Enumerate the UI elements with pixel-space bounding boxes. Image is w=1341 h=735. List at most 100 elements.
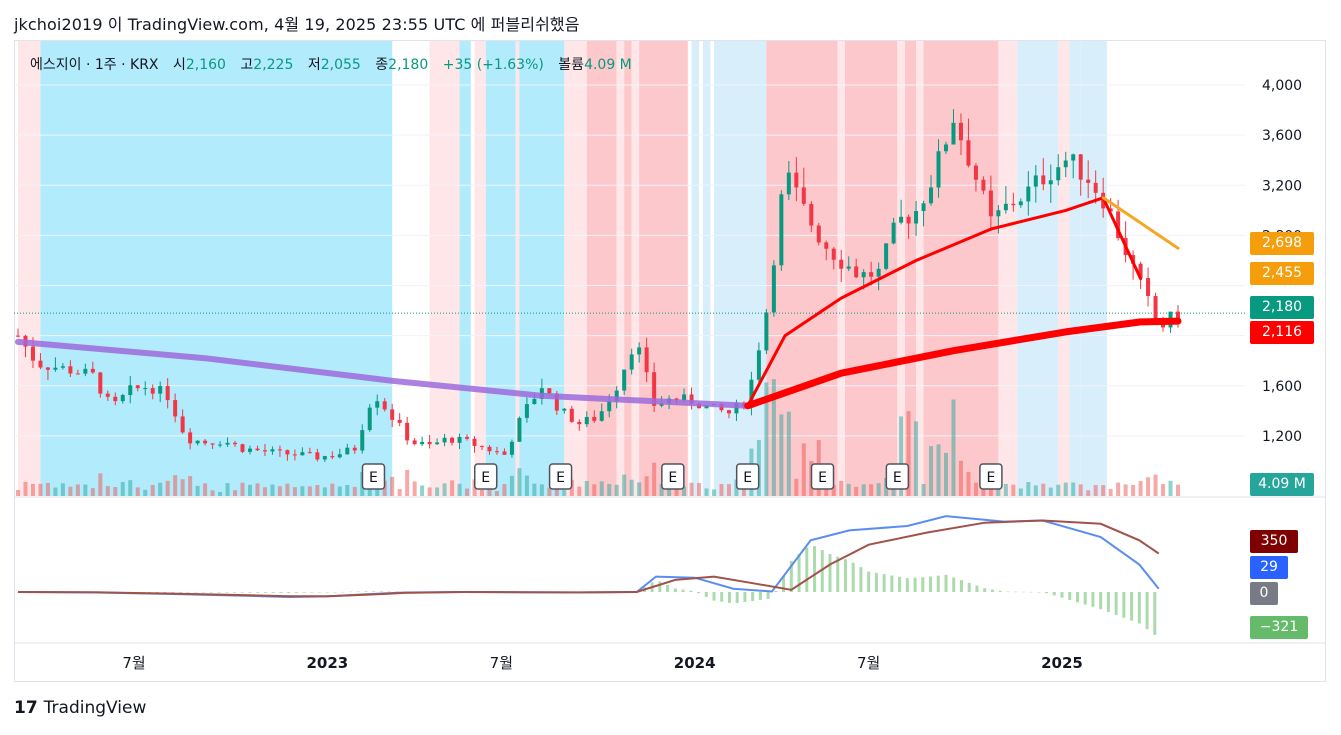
- macd-histogram-bar: [1060, 592, 1064, 598]
- macd-histogram-bar: [302, 592, 306, 593]
- candle-body: [330, 456, 335, 458]
- candle-body: [382, 401, 387, 410]
- volume-bar: [412, 481, 417, 496]
- candle-body: [629, 354, 634, 370]
- macd-histogram-bar: [743, 592, 747, 602]
- candle-body: [270, 449, 275, 452]
- volume-bar: [382, 480, 387, 496]
- candle-body: [749, 379, 754, 407]
- volume-value: 4.09 M: [584, 57, 632, 73]
- candle-body: [450, 437, 455, 443]
- candle-body: [233, 442, 238, 445]
- macd-histogram-bar: [921, 577, 925, 592]
- macd-histogram-bar: [913, 577, 917, 592]
- symbol-name: 에스지이 · 1주 · KRX: [30, 57, 159, 73]
- session-band-16: [714, 41, 767, 496]
- volume-bar: [629, 479, 634, 496]
- candle-body: [652, 372, 657, 406]
- volume-bar: [300, 486, 305, 496]
- macd-histogram-bar: [843, 559, 847, 592]
- volume-bar: [562, 490, 567, 496]
- candle-body: [1033, 175, 1038, 187]
- volume-bar: [1026, 482, 1031, 496]
- macd-histogram-bar: [387, 591, 391, 592]
- macd-histogram-bar: [1137, 592, 1141, 624]
- tradingview-brand: TradingView: [43, 698, 147, 718]
- tradingview-logo[interactable]: 17 TradingView: [14, 698, 146, 718]
- candle-body: [367, 407, 372, 431]
- candle-body: [854, 266, 859, 278]
- session-band-25: [1017, 41, 1059, 496]
- volume-bar: [420, 485, 425, 496]
- volume-bar: [240, 482, 245, 496]
- volume-bar: [644, 476, 649, 496]
- volume-bar: [712, 489, 716, 496]
- candle-body: [779, 194, 784, 266]
- volume-bar: [674, 489, 679, 496]
- price-tick: 1,600: [1262, 379, 1302, 395]
- session-band-8: [564, 41, 587, 496]
- publish-header: jkchoi2019 이 TradingView.com, 4월 19, 202…: [14, 15, 580, 34]
- candle-body: [906, 216, 911, 224]
- earnings-marker-label: E: [369, 470, 378, 486]
- candle-body: [412, 440, 417, 445]
- candle-body: [936, 151, 941, 188]
- volume-bar: [659, 484, 664, 496]
- time-tick: 7월: [122, 654, 145, 672]
- candle-body: [944, 144, 948, 152]
- session-band-12: [631, 41, 640, 496]
- tradingview-logo-icon: 17: [14, 698, 38, 718]
- volume-bar: [532, 483, 537, 496]
- candle-body: [637, 347, 642, 355]
- macd-histogram-bar: [1021, 591, 1025, 593]
- macd-histogram-bar: [209, 592, 213, 593]
- candle-body: [300, 452, 305, 456]
- candle-body: [921, 203, 926, 211]
- candle-body: [262, 450, 267, 452]
- volume-bar: [1123, 484, 1128, 496]
- volume-bar: [614, 484, 619, 496]
- macd-histogram-bar: [1122, 592, 1126, 618]
- volume-bar: [936, 444, 941, 496]
- volume-bar: [1093, 485, 1098, 496]
- candle-body: [480, 445, 484, 447]
- macd-histogram-bar: [318, 592, 322, 593]
- price-tick: 4,000: [1262, 78, 1302, 94]
- volume-bar: [487, 483, 492, 496]
- candle-body: [68, 366, 73, 374]
- volume-bar: [719, 484, 724, 496]
- candle-body: [839, 259, 844, 269]
- candle-body: [218, 444, 223, 446]
- macd-histogram-bar: [294, 592, 298, 593]
- macd-histogram-bar: [1083, 592, 1087, 605]
- volume-bar: [277, 486, 282, 496]
- candle-body: [502, 451, 507, 455]
- candle-body: [951, 122, 956, 145]
- time-tick: 7월: [490, 654, 513, 672]
- volume-bar: [547, 487, 552, 496]
- macd-line: [17, 515, 1160, 599]
- volume-bar: [98, 473, 103, 496]
- volume-bar: [128, 480, 133, 496]
- session-band-0: [18, 41, 41, 496]
- candle-body: [427, 441, 432, 445]
- candle-body: [1018, 201, 1023, 206]
- candle-body: [240, 444, 245, 452]
- macd-histogram-bar: [171, 592, 175, 593]
- macd-histogram-bar: [898, 576, 902, 592]
- time-tick: 2024: [674, 654, 716, 672]
- macd-histogram-bar: [186, 592, 190, 593]
- volume-bar: [45, 482, 50, 496]
- volume-bar: [764, 382, 769, 496]
- chart-frame[interactable]: [14, 40, 1326, 682]
- volume-bar: [90, 488, 95, 496]
- candle-body: [375, 401, 380, 408]
- volume-bar: [450, 480, 455, 496]
- candle-body: [689, 394, 694, 404]
- macd-histogram-bar: [310, 592, 314, 593]
- volume-bar: [143, 489, 148, 496]
- volume-bar: [1146, 477, 1151, 496]
- volume-bar: [921, 483, 926, 496]
- macd-histogram-bar: [279, 592, 283, 593]
